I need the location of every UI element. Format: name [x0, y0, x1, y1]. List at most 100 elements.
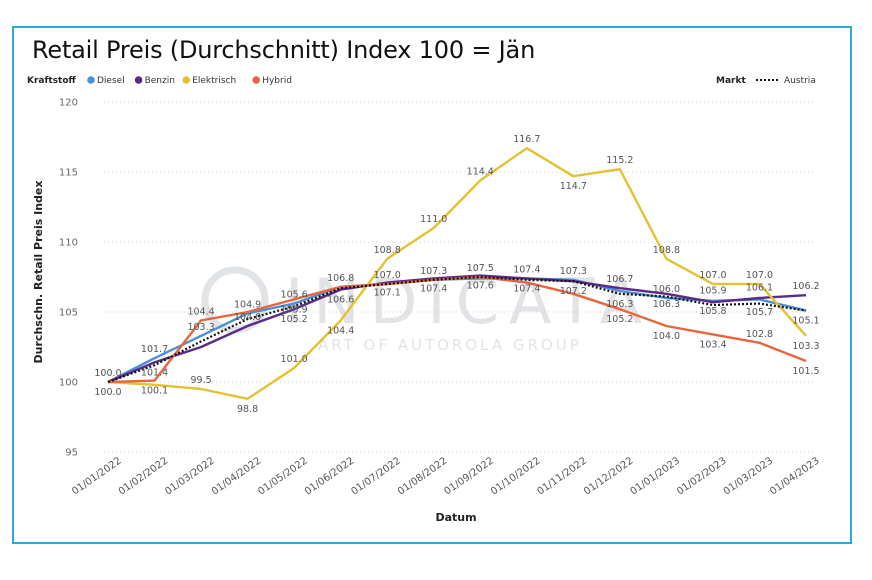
data-label: 101.5 — [792, 366, 819, 377]
x-tick-label: 01/08/2022 — [396, 455, 450, 497]
watermark-tagline: ART OF AUTOROLA GROUP — [318, 336, 582, 354]
data-label: 104.0 — [653, 331, 680, 342]
x-tick-label: 01/01/2022 — [70, 455, 124, 497]
x-tick-label: 01/11/2022 — [536, 455, 590, 497]
data-label: 105.2 — [606, 314, 633, 325]
x-tick-label: 01/03/2023 — [722, 455, 776, 497]
market-legend-label: Austria — [784, 76, 816, 86]
data-label: 100.1 — [141, 386, 168, 397]
data-label: 105.2 — [281, 314, 308, 325]
data-label: 103.3 — [792, 341, 819, 352]
data-label: 105.1 — [792, 316, 819, 327]
data-label: 107.3 — [420, 266, 447, 277]
x-tick-label: 01/05/2022 — [256, 455, 310, 497]
data-label: 101.7 — [141, 344, 168, 355]
x-tick-label: 01/04/2023 — [768, 455, 822, 497]
x-tick-label: 01/09/2022 — [442, 455, 496, 497]
data-label: 107.0 — [374, 270, 401, 281]
data-label: 106.2 — [792, 281, 819, 292]
data-label: 106.0 — [653, 284, 680, 295]
legend-label-hybrid: Hybrid — [262, 76, 292, 86]
series-lines — [107, 147, 807, 400]
x-tick-label: 01/01/2023 — [629, 455, 683, 497]
chart-frame: Retail Preis (Durchschnitt) Index 100 = … — [12, 26, 852, 544]
data-label: 107.0 — [699, 270, 726, 281]
data-label: 104.4 — [327, 325, 354, 336]
data-label: 103.4 — [699, 339, 726, 350]
data-label: 107.4 — [513, 283, 540, 294]
x-axis-ticks: 01/01/202201/02/202201/03/202201/04/2022… — [70, 455, 822, 497]
data-label: 107.4 — [420, 283, 447, 294]
y-tick-label: 115 — [59, 168, 78, 179]
data-label: 101.0 — [281, 354, 308, 365]
data-label: 106.8 — [327, 273, 354, 284]
x-tick-label: 01/06/2022 — [303, 455, 357, 497]
y-tick-label: 110 — [59, 238, 78, 249]
legend-label-elektrisch: Elektrisch — [192, 76, 236, 86]
data-label: 105.8 — [699, 306, 726, 317]
market-legend: Markt Austria — [716, 76, 816, 86]
x-tick-label: 01/02/2022 — [117, 455, 171, 497]
series-line-benzin — [107, 274, 807, 384]
x-tick-label: 01/02/2023 — [675, 455, 729, 497]
legend-label-diesel: Diesel — [97, 76, 125, 86]
data-label: 106.3 — [606, 299, 633, 310]
legend-swatch-diesel — [87, 76, 95, 84]
data-label: 104.9 — [234, 299, 261, 310]
x-axis-label: Datum — [435, 511, 476, 524]
y-axis-ticks: 95 100 105 110 115 120 — [59, 98, 78, 459]
data-label: 105.6 — [281, 290, 308, 301]
data-label: 107.0 — [746, 270, 773, 281]
data-label: 114.4 — [467, 166, 494, 177]
data-label: 107.5 — [467, 263, 494, 274]
data-label: 102.8 — [746, 329, 773, 340]
data-label: 114.7 — [560, 181, 587, 192]
data-labels: 100.0 100.0 101.7 101.4 100.1 104.4 103.3 99.5 1… — [94, 134, 819, 415]
x-tick-label: 01/07/2022 — [349, 455, 403, 497]
data-label: 106.6 — [327, 295, 354, 306]
data-label: 100.0 — [94, 387, 121, 398]
data-label: 104.4 — [187, 306, 214, 317]
data-label: 107.2 — [560, 286, 587, 297]
data-label: 107.4 — [513, 264, 540, 275]
data-label: 106.1 — [746, 283, 773, 294]
legend-title: Kraftstoff — [27, 76, 77, 86]
data-label: 106.7 — [606, 274, 633, 285]
data-label: 106.3 — [653, 299, 680, 310]
series-line-elektrisch — [107, 147, 807, 400]
data-label: 107.1 — [374, 288, 401, 299]
x-tick-label: 01/04/2022 — [210, 455, 264, 497]
data-label: 103.3 — [187, 322, 214, 333]
data-label: 105.9 — [699, 285, 726, 296]
data-label: 111.0 — [420, 214, 447, 225]
data-label: 100.0 — [94, 368, 121, 379]
data-label: 107.3 — [560, 266, 587, 277]
market-legend-title: Markt — [716, 76, 746, 86]
legend-label-benzin: Benzin — [145, 76, 175, 86]
legend-swatch-elektrisch — [182, 76, 190, 84]
y-tick-label: 105 — [59, 308, 78, 319]
grid-lines — [104, 101, 816, 453]
data-label: 104.0 — [234, 312, 261, 323]
data-label: 101.4 — [141, 367, 168, 378]
data-label: 105.9 — [281, 304, 308, 315]
legend-swatch-benzin — [134, 76, 143, 84]
data-label: 115.2 — [606, 155, 633, 166]
data-label: 108.8 — [653, 245, 680, 256]
y-tick-label: 100 — [59, 378, 78, 389]
data-label: 99.5 — [190, 375, 211, 386]
data-label: 108.8 — [374, 245, 401, 256]
data-label: 107.6 — [467, 281, 494, 292]
series-line-austria — [107, 275, 807, 384]
y-tick-label: 120 — [59, 98, 78, 109]
legend-swatch-hybrid — [252, 76, 260, 84]
chart-title: Retail Preis (Durchschnitt) Index 100 = … — [32, 36, 536, 64]
data-label: 105.7 — [746, 307, 773, 318]
x-tick-label: 01/03/2022 — [163, 455, 217, 497]
data-label: 98.8 — [237, 404, 258, 415]
watermark: INDICATA ART OF AUTOROLA GROUP — [201, 265, 642, 354]
x-tick-label: 01/12/2022 — [582, 455, 636, 497]
watermark-logo-icon — [201, 266, 269, 334]
data-label: 116.7 — [513, 134, 540, 145]
